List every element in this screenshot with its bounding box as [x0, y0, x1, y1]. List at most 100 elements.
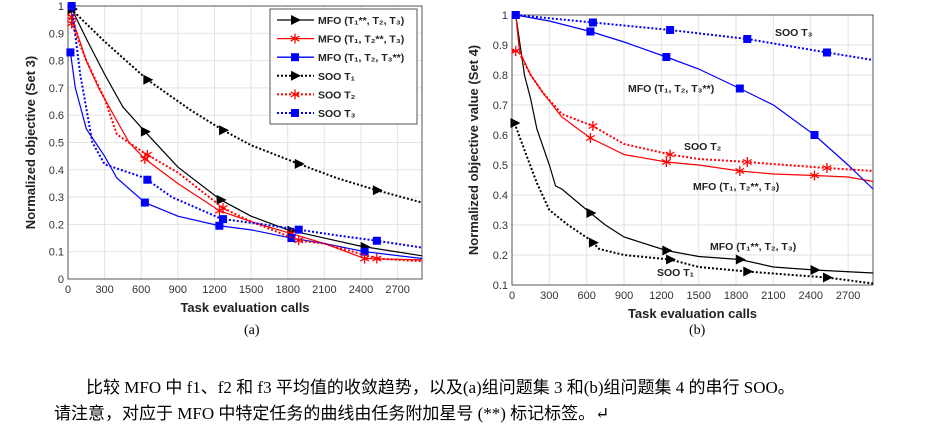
data-marker: [810, 265, 821, 275]
data-marker: [140, 198, 149, 207]
data-marker: [67, 18, 77, 29]
x-tick-label: 2400: [799, 290, 823, 302]
series-annotation: MFO (T₁, T₂**, T₃): [693, 181, 779, 193]
caption-line-1: 比较 MFO 中 f1、f2 和 f3 平均值的收敛趋势，以及(a)组问题集 3…: [86, 378, 795, 397]
star-stroke: [218, 204, 228, 212]
legend-marker: [291, 70, 301, 81]
data-marker: [662, 53, 671, 61]
data-marker: [372, 253, 382, 264]
legend-entry: MFO (T₁, T₂**, T₃): [318, 34, 404, 46]
legend-entry: SOO T₁: [318, 71, 355, 83]
y-tick-label: 1: [502, 10, 508, 22]
data-marker: [218, 203, 228, 214]
series-path: [512, 14, 874, 183]
star-stroke: [661, 158, 671, 166]
data-marker: [666, 26, 675, 34]
y-tick-label: 0: [58, 274, 64, 286]
y-tick-label: 0.4: [49, 165, 64, 177]
star-stroke: [665, 151, 675, 158]
y-tick-label: 0.7: [49, 83, 64, 95]
star-stroke: [735, 167, 745, 175]
data-marker: [742, 157, 752, 167]
x-tick-label: 600: [578, 290, 596, 302]
x-tick-label: 1800: [724, 290, 748, 302]
legend: MFO (T₁**, T₂, T₃) MFO (T₁, T₂**, T₃) MFO …: [269, 8, 418, 125]
data-marker: [586, 27, 595, 36]
star-stroke: [809, 172, 820, 179]
series-line: [510, 118, 874, 285]
x-tick-label: 1200: [202, 284, 226, 296]
y-tick-label: 0.6: [49, 110, 64, 122]
data-marker: [588, 237, 599, 248]
y-tick-label: 0.8: [493, 70, 508, 82]
chart-b: 0 300 600 900 1200 1500 1800 2100 2400 2700 0.1 0.2…: [466, 10, 874, 321]
x-tick-label: 900: [615, 290, 633, 302]
data-marker: [219, 125, 230, 136]
y-tick-label: 1: [58, 1, 64, 13]
star-stroke: [294, 237, 304, 244]
legend-marker: [291, 109, 299, 117]
y-tick-label: 0.8: [49, 56, 64, 68]
data-marker: [586, 208, 597, 218]
star-stroke: [290, 35, 300, 42]
series-annotation: MFO (T₁**, T₂, T₃): [710, 241, 796, 253]
data-marker: [743, 35, 752, 43]
data-marker: [822, 48, 831, 57]
y-tick-label: 0.6: [493, 130, 508, 142]
series-path: [67, 13, 423, 263]
data-marker: [510, 118, 521, 128]
caption-line-2: 请注意，对应于 MFO 中特定任务的曲线由任务附加星号 (**) 标记标签。↵: [54, 404, 610, 423]
y-tick-label: 0.5: [493, 160, 508, 172]
star-stroke: [290, 91, 300, 98]
data-marker: [810, 131, 819, 139]
y-tick-label: 0.1: [49, 247, 64, 259]
series-line: [511, 46, 874, 173]
y-axis-label: Normalized objective (Set 3): [23, 56, 38, 229]
data-marker: [661, 157, 671, 167]
y-tick-label: 0.9: [493, 40, 508, 52]
series-path: [68, 5, 423, 249]
x-tick-label: 2100: [312, 284, 336, 296]
data-marker: [294, 158, 305, 169]
data-marker: [372, 185, 383, 196]
plot-frame: [511, 14, 874, 286]
legend-entry: SOO T₂: [318, 89, 356, 101]
star-stroke: [142, 151, 152, 158]
y-tick-label: 0.3: [493, 220, 508, 232]
series-path: [512, 50, 874, 172]
data-marker: [372, 236, 381, 245]
data-marker: [511, 46, 521, 56]
x-tick-label: 1500: [686, 290, 710, 302]
y-tick-label: 0.4: [493, 190, 508, 202]
data-marker: [219, 215, 228, 224]
x-tick-label: 1800: [275, 284, 299, 296]
chart-a: 0 300 600 900 1200 1500 1800 2100 2400 2700 0 0.1 0.…: [23, 1, 423, 315]
series-line: [512, 14, 874, 275]
series-line: [67, 13, 423, 264]
series-annotation: SOO T₃: [775, 27, 813, 39]
series-annotation: SOO T₂: [684, 141, 722, 153]
data-marker: [735, 84, 744, 93]
data-marker: [662, 245, 673, 256]
data-marker: [588, 18, 597, 27]
data-marker: [511, 11, 520, 19]
data-marker: [140, 126, 151, 137]
star-stroke: [67, 20, 77, 27]
x-tick-label: 1200: [649, 290, 673, 302]
x-tick-label: 0: [65, 284, 71, 296]
star-stroke: [372, 255, 382, 262]
plot-area: [512, 15, 873, 285]
series-line: [512, 14, 874, 183]
data-marker: [143, 74, 154, 85]
data-marker: [822, 163, 832, 173]
data-marker: [735, 166, 745, 176]
data-marker: [588, 121, 598, 131]
series-path: [67, 5, 423, 257]
star-stroke: [742, 158, 752, 166]
legend-entry: MFO (T₁**, T₂, T₃): [318, 15, 404, 27]
star-stroke: [511, 47, 521, 55]
star-stroke: [585, 134, 596, 142]
star-stroke: [822, 164, 832, 172]
y-tick-label: 0.2: [49, 219, 64, 231]
legend-entry: MFO (T₁, T₂, T₃**): [318, 52, 404, 64]
